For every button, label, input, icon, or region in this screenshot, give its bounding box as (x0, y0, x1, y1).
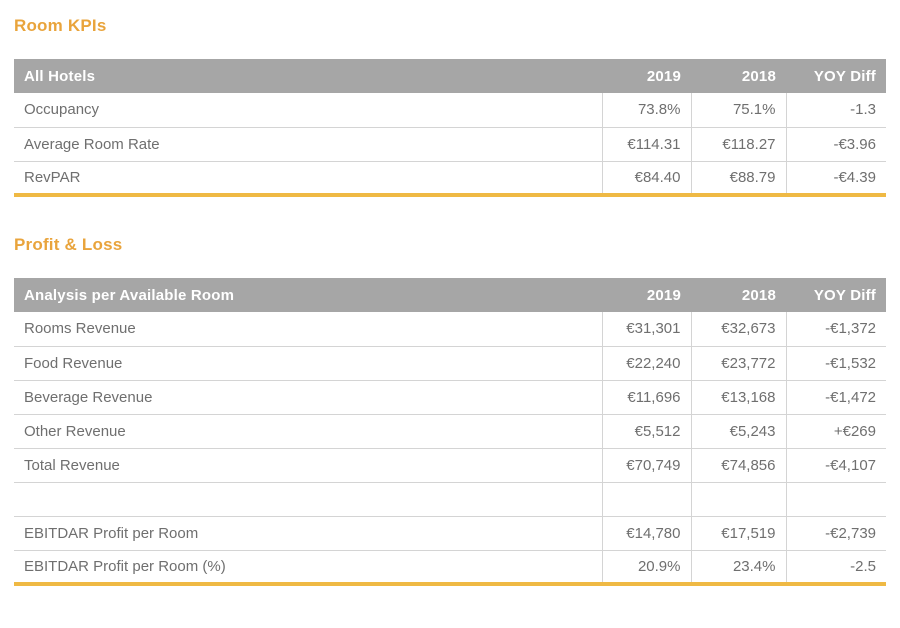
value-2019: €14,780 (601, 516, 691, 551)
section-profit-loss: Profit & Loss Analysis per Available Roo… (14, 235, 886, 586)
value-2018 (690, 482, 786, 517)
value-yoy-diff: -€1,372 (785, 312, 886, 347)
row-label: Other Revenue (14, 414, 602, 449)
value-2018: €17,519 (690, 516, 786, 551)
value-2018: €118.27 (690, 127, 786, 162)
value-2019: €31,301 (601, 312, 691, 347)
column-header-yoy-diff: YOY Diff (786, 278, 886, 312)
room-kpis-table: All Hotels 2019 2018 YOY Diff Occupancy … (14, 59, 886, 197)
value-yoy-diff: -€4.39 (785, 161, 886, 195)
column-header-2018: 2018 (691, 59, 786, 93)
row-label: EBITDAR Profit per Room (%) (14, 550, 602, 584)
value-2019: €11,696 (601, 380, 691, 415)
table-row: Other Revenue €5,512 €5,243 +€269 (14, 414, 886, 449)
table-header-row: Analysis per Available Room 2019 2018 YO… (14, 278, 886, 312)
value-2018: €5,243 (690, 414, 786, 449)
column-header-yoy-diff: YOY Diff (786, 59, 886, 93)
value-yoy-diff: -€3.96 (785, 127, 886, 162)
row-label (14, 482, 602, 517)
value-2019: €114.31 (601, 127, 691, 162)
table-row: EBITDAR Profit per Room (%) 20.9% 23.4% … (14, 550, 886, 584)
value-yoy-diff: -€1,472 (785, 380, 886, 415)
row-label: Total Revenue (14, 448, 602, 483)
value-yoy-diff: -2.5 (785, 550, 886, 584)
value-2018: €13,168 (690, 380, 786, 415)
value-yoy-diff: -€4,107 (785, 448, 886, 483)
table-row-empty (14, 482, 886, 517)
section-title-room-kpis: Room KPIs (14, 16, 107, 35)
table-row: RevPAR €84.40 €88.79 -€4.39 (14, 161, 886, 195)
value-2019: 73.8% (601, 93, 691, 128)
value-yoy-diff: -1.3 (785, 93, 886, 128)
column-header-2019: 2019 (602, 59, 691, 93)
value-2018: €23,772 (690, 346, 786, 381)
table-row: Average Room Rate €114.31 €118.27 -€3.96 (14, 127, 886, 162)
row-label: Food Revenue (14, 346, 602, 381)
row-label: RevPAR (14, 161, 602, 195)
value-2018: €74,856 (690, 448, 786, 483)
value-yoy-diff: -€2,739 (785, 516, 886, 551)
value-yoy-diff (785, 482, 886, 517)
table-header-row: All Hotels 2019 2018 YOY Diff (14, 59, 886, 93)
value-2018: €32,673 (690, 312, 786, 347)
column-header-2019: 2019 (602, 278, 691, 312)
value-2019: €5,512 (601, 414, 691, 449)
row-label: Beverage Revenue (14, 380, 602, 415)
table-row: Total Revenue €70,749 €74,856 -€4,107 (14, 448, 886, 483)
table-row: Rooms Revenue €31,301 €32,673 -€1,372 (14, 312, 886, 347)
row-label: EBITDAR Profit per Room (14, 516, 602, 551)
value-2019 (601, 482, 691, 517)
row-label: Average Room Rate (14, 127, 602, 162)
value-2018: €88.79 (690, 161, 786, 195)
table-header-label: Analysis per Available Room (14, 278, 602, 312)
value-2019: €70,749 (601, 448, 691, 483)
row-label: Occupancy (14, 93, 602, 128)
table-header-label: All Hotels (14, 59, 602, 93)
table-row: EBITDAR Profit per Room €14,780 €17,519 … (14, 516, 886, 551)
column-header-2018: 2018 (691, 278, 786, 312)
table-row: Food Revenue €22,240 €23,772 -€1,532 (14, 346, 886, 381)
row-label: Rooms Revenue (14, 312, 602, 347)
section-title-profit-loss: Profit & Loss (14, 235, 123, 254)
report-page: Room KPIs All Hotels 2019 2018 YOY Diff … (14, 16, 886, 586)
profit-loss-table: Analysis per Available Room 2019 2018 YO… (14, 278, 886, 586)
value-2019: 20.9% (601, 550, 691, 584)
value-2019: €22,240 (601, 346, 691, 381)
value-2019: €84.40 (601, 161, 691, 195)
section-room-kpis: Room KPIs All Hotels 2019 2018 YOY Diff … (14, 16, 886, 197)
value-yoy-diff: -€1,532 (785, 346, 886, 381)
value-2018: 23.4% (690, 550, 786, 584)
table-row: Occupancy 73.8% 75.1% -1.3 (14, 93, 886, 128)
table-row: Beverage Revenue €11,696 €13,168 -€1,472 (14, 380, 886, 415)
value-yoy-diff: +€269 (785, 414, 886, 449)
value-2018: 75.1% (690, 93, 786, 128)
